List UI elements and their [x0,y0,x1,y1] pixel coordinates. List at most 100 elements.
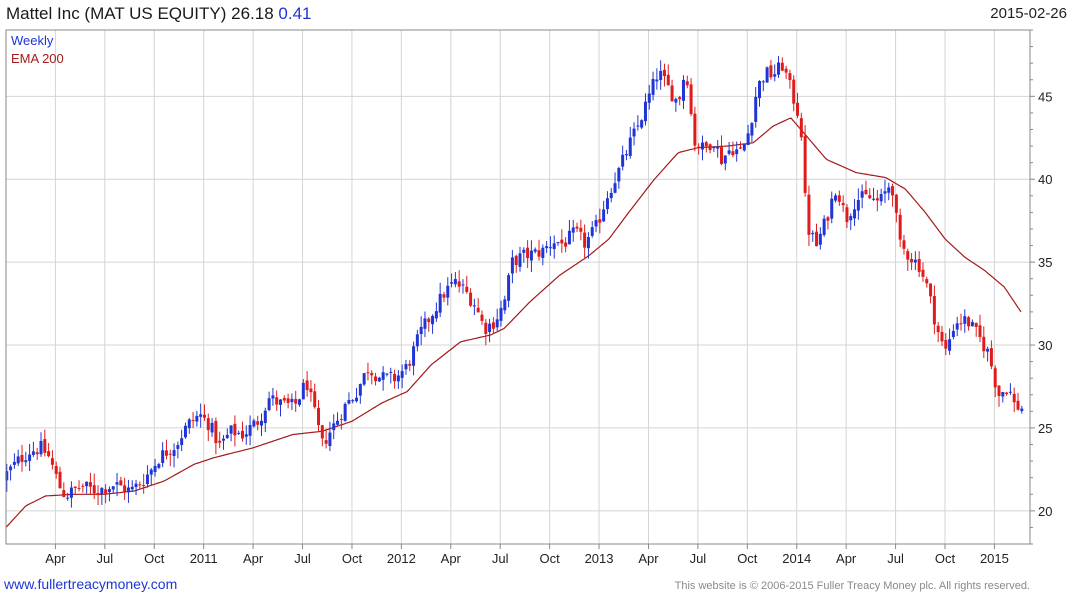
weekly-candle [491,317,495,334]
weekly-candle [442,291,446,303]
weekly-candle [92,473,96,500]
candle-body [921,269,925,277]
candle-body [552,243,556,250]
weekly-candle [20,444,24,472]
weekly-candle [647,84,651,110]
candle-body [495,319,499,328]
weekly-candle [811,230,815,242]
candle-body [92,485,96,494]
candle-body [507,275,511,301]
candle-body [126,487,130,493]
weekly-candle [73,486,77,495]
weekly-candle [47,442,51,458]
candle-body [739,147,743,149]
weekly-candle [856,188,860,220]
weekly-candle [351,399,355,404]
candle-body [651,79,655,95]
weekly-candle [780,57,784,72]
price-change: 0.41 [278,4,312,23]
weekly-candle [693,106,697,152]
candle-body [183,425,187,438]
candle-body [100,488,104,495]
weekly-candle [199,403,203,428]
weekly-candle [936,322,940,342]
candle-body [875,198,879,201]
weekly-candle [233,415,237,447]
weekly-candle [959,313,963,331]
weekly-candle [259,413,263,437]
x-tick-label: Oct [737,551,758,566]
weekly-candle [925,276,929,288]
candle-body [636,125,640,127]
candle-body [780,62,784,71]
weekly-candle [419,316,423,346]
candle-body [206,418,210,431]
candle-body [279,399,283,405]
candle-body [484,322,488,334]
footer-website-link[interactable]: www.fullertreacymoney.com [4,576,178,592]
candle-body [491,322,495,329]
candle-body [180,438,184,445]
candle-body [655,79,659,82]
weekly-candle [716,140,720,158]
weekly-candle [632,122,636,146]
candle-body [929,283,933,297]
weekly-candle [214,417,218,455]
weekly-candle [989,340,993,370]
candle-body [210,422,214,433]
weekly-candle [149,468,153,485]
weekly-candle [784,65,788,80]
weekly-candle [708,143,712,154]
candle-body [434,311,438,319]
weekly-candle [100,487,104,506]
candle-body [499,307,503,321]
candle-body [161,450,165,464]
candle-body [978,325,982,338]
chart-date: 2015-02-26 [990,5,1067,22]
weekly-candle [438,282,442,317]
candle-body [77,487,81,489]
candle-body [172,450,176,457]
candle-body [442,294,446,298]
candle-body [438,293,442,313]
candle-body [164,450,168,456]
weekly-candle [567,220,571,245]
weekly-candle [1012,387,1016,413]
weekly-candle [586,232,590,259]
weekly-candle [183,422,187,439]
weekly-candle [279,399,283,417]
weekly-candle [982,326,986,359]
weekly-candle [849,213,853,231]
legend-ema: EMA 200 [11,51,64,66]
weekly-candle [457,270,461,293]
candle-body [324,440,328,444]
candle-body [446,285,450,298]
candle-body [320,425,324,439]
weekly-candle [381,366,385,391]
candle-body [229,425,233,434]
candle-body [58,471,62,489]
weekly-candle [343,402,347,422]
candle-body [134,483,138,488]
weekly-candle [860,184,864,209]
weekly-candle [104,484,108,504]
candle-body [598,219,602,223]
candle-body [336,420,340,425]
weekly-candle [298,398,302,407]
candle-body [742,143,746,151]
weekly-candle [803,125,807,197]
weekly-candle [556,241,560,246]
candle-body [681,79,685,101]
candle-body [617,167,621,182]
candle-body [837,195,841,202]
candle-body [708,144,712,151]
candle-body [248,425,252,436]
candle-body [560,239,564,244]
weekly-candle [640,119,644,130]
weekly-candle [267,391,271,412]
title-text: Mattel Inc (MAT US EQUITY) 26.18 [6,4,274,23]
candle-body [647,93,651,103]
weekly-candle [484,318,488,346]
candle-body [567,230,571,245]
weekly-candle [670,79,674,102]
